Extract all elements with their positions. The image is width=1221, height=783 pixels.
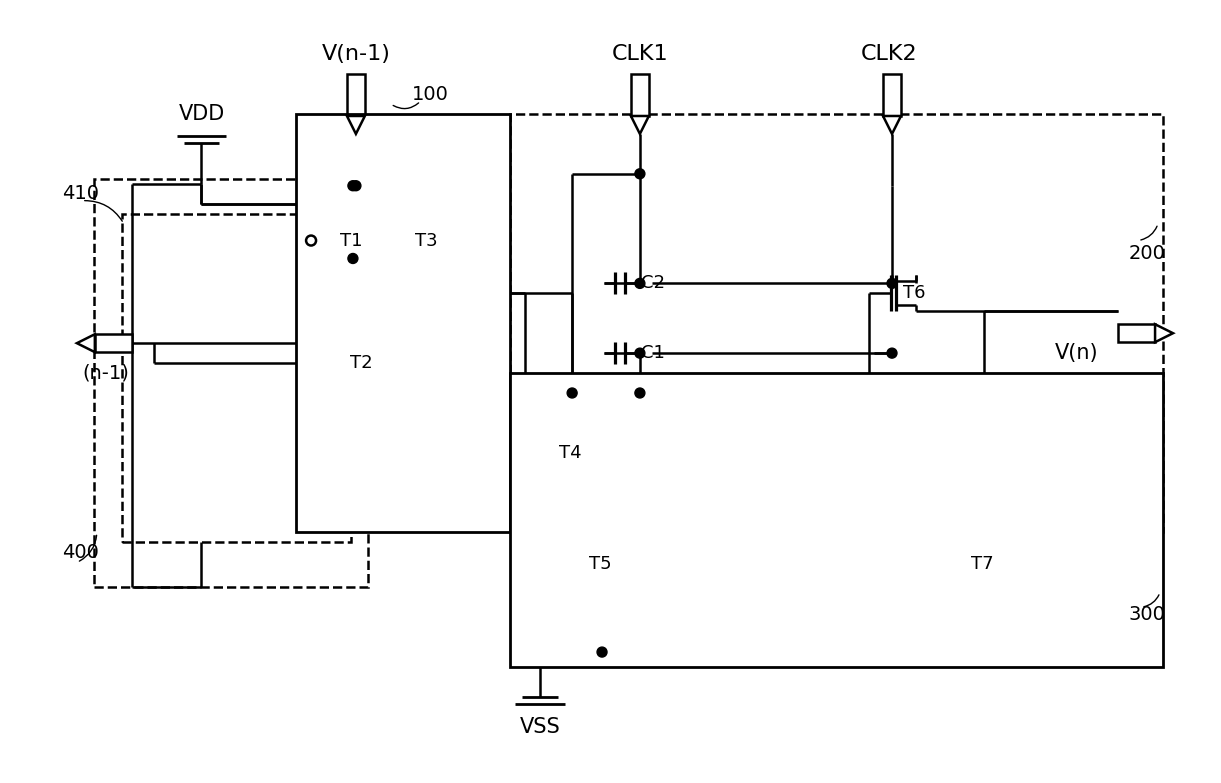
Circle shape [348, 181, 358, 191]
Text: 400: 400 [62, 543, 99, 562]
Polygon shape [347, 116, 365, 134]
Circle shape [886, 279, 897, 288]
Bar [510, 373, 1164, 667]
Bar [631, 74, 648, 116]
Polygon shape [77, 334, 95, 352]
Text: V(n-1): V(n-1) [321, 44, 391, 64]
Bar [94, 179, 368, 587]
Text: CLK2: CLK2 [861, 44, 917, 64]
Polygon shape [631, 116, 648, 134]
Text: 200: 200 [1128, 244, 1165, 263]
Bar [122, 214, 350, 543]
Text: C2: C2 [641, 274, 665, 292]
Circle shape [635, 348, 645, 358]
Bar [297, 114, 510, 532]
Bar [883, 74, 901, 116]
Text: (n-1): (n-1) [82, 363, 128, 383]
Bar [347, 74, 365, 116]
Text: T4: T4 [559, 444, 582, 462]
Text: V(n): V(n) [1055, 343, 1098, 363]
Text: T3: T3 [415, 232, 437, 250]
Polygon shape [1155, 324, 1173, 342]
Circle shape [635, 388, 645, 398]
Circle shape [886, 348, 897, 358]
Circle shape [348, 254, 358, 263]
Text: VSS: VSS [520, 716, 560, 737]
Text: 300: 300 [1128, 604, 1165, 624]
Bar [1118, 324, 1155, 342]
Text: CLK1: CLK1 [612, 44, 668, 64]
Text: T7: T7 [971, 555, 994, 573]
Circle shape [567, 388, 578, 398]
Circle shape [597, 647, 607, 657]
Circle shape [635, 279, 645, 288]
Text: T2: T2 [350, 354, 372, 372]
Circle shape [635, 169, 645, 179]
Text: T6: T6 [904, 284, 926, 302]
Bar [510, 114, 1164, 532]
Polygon shape [883, 116, 901, 134]
Text: T1: T1 [339, 232, 363, 250]
Text: T5: T5 [589, 555, 612, 573]
Text: 410: 410 [62, 184, 99, 204]
Text: C1: C1 [641, 345, 664, 362]
Text: VDD: VDD [178, 104, 225, 124]
Bar [95, 334, 132, 352]
Text: 100: 100 [413, 85, 449, 103]
Circle shape [350, 181, 361, 191]
